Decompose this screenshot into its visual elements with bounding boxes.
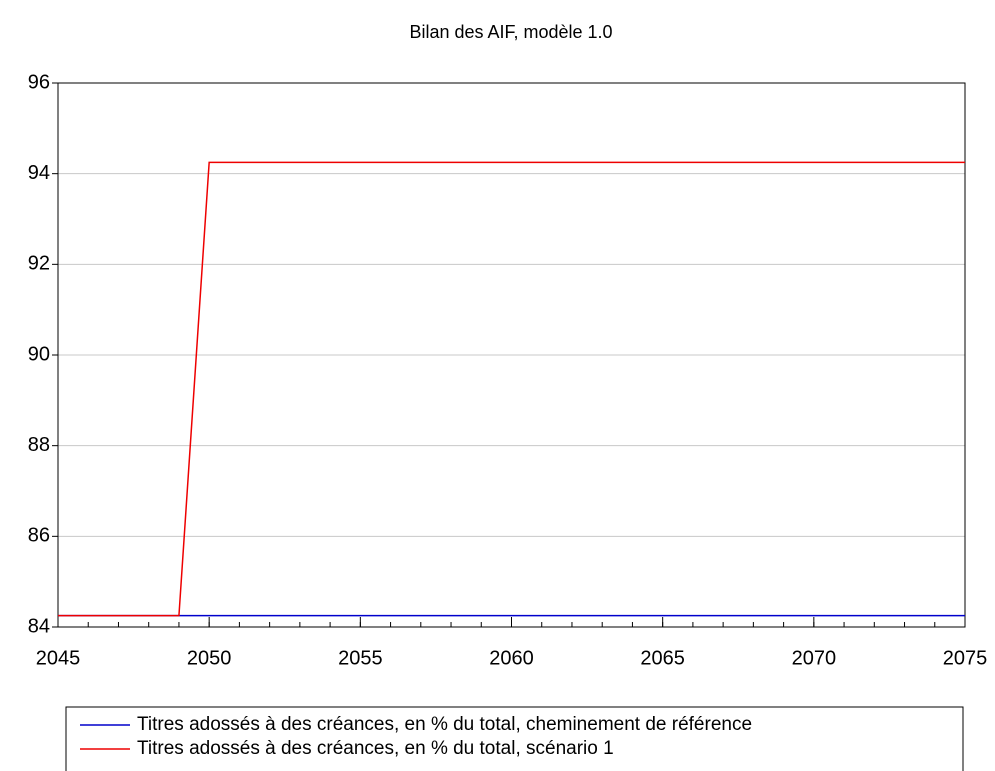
y-tick-label: 88: [28, 434, 50, 456]
x-tick-label: 2065: [640, 647, 685, 669]
x-tick-label: 2060: [489, 647, 534, 669]
y-tick-label: 90: [28, 343, 50, 365]
legend-label: Titres adossés à des créances, en % du t…: [137, 738, 614, 759]
y-tick-label: 94: [28, 162, 50, 184]
x-tick-label: 2050: [187, 647, 232, 669]
x-tick-label: 2075: [943, 647, 988, 669]
y-tick-label: 86: [28, 525, 50, 547]
x-tick-label: 2045: [36, 647, 81, 669]
y-tick-label: 92: [28, 253, 50, 275]
x-tick-label: 2070: [792, 647, 837, 669]
x-tick-label: 2055: [338, 647, 383, 669]
plot-frame: [57, 82, 966, 628]
chart-title: Bilan des AIF, modèle 1.0: [409, 22, 612, 42]
line-series: [58, 161, 965, 617]
y-tick-label: 96: [28, 71, 50, 93]
y-tick-label: 84: [28, 615, 50, 637]
legend-box: [65, 706, 964, 771]
legend-label: Titres adossés à des créances, en % du t…: [137, 714, 752, 735]
